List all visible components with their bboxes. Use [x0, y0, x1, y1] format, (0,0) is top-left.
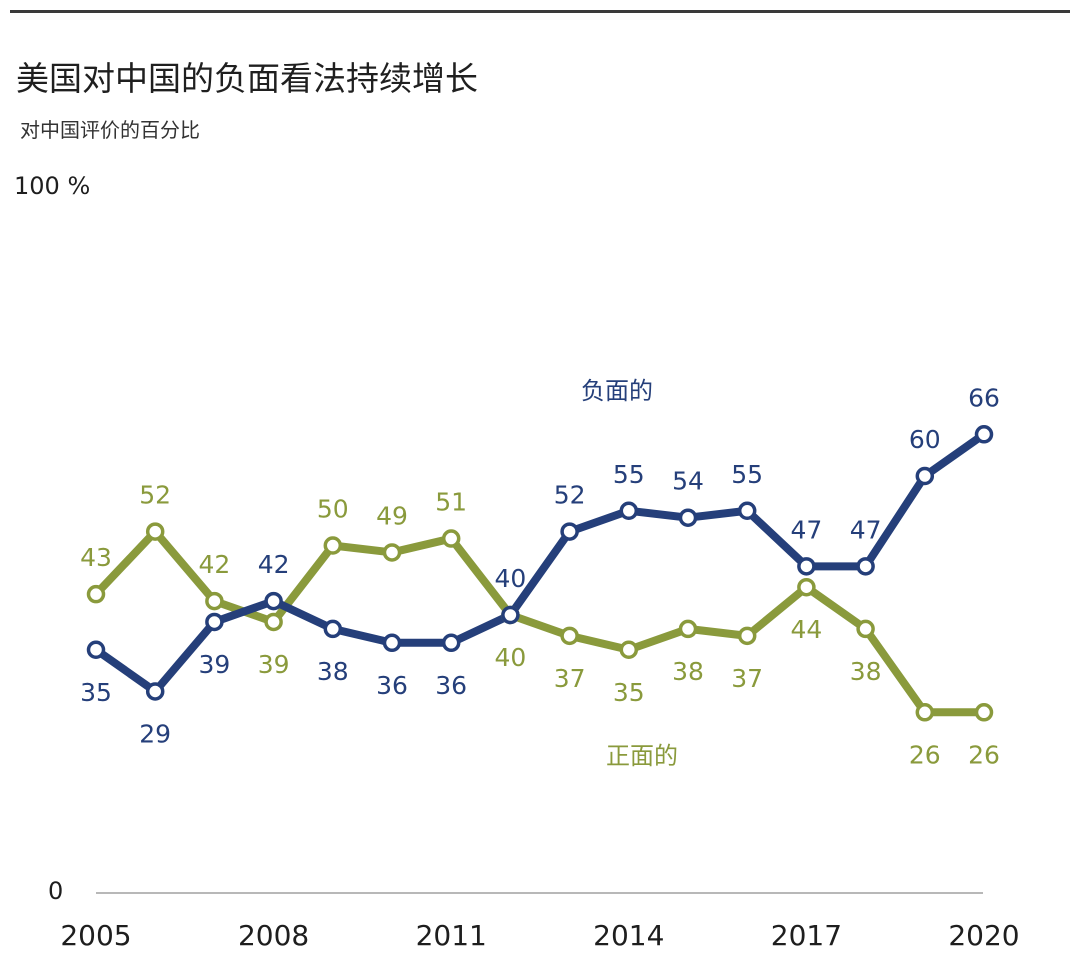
data-label-negative: 55 — [731, 460, 763, 489]
x-tick-label: 2014 — [593, 919, 664, 952]
data-point-positive — [797, 577, 816, 597]
data-label-positive: 26 — [909, 740, 941, 769]
data-label-negative: 36 — [435, 671, 467, 700]
chart-subtitle: 对中国评价的百分比 — [20, 118, 200, 142]
data-point-positive — [382, 543, 402, 562]
data-label-negative: 42 — [258, 550, 290, 579]
chart-title: 美国对中国的负面看法持续增长 — [16, 59, 478, 98]
data-point-positive — [264, 612, 283, 632]
series-label-negative: 负面的 — [581, 377, 653, 405]
data-point-negative — [86, 640, 106, 659]
data-point-negative — [323, 619, 343, 639]
data-label-positive: 37 — [731, 664, 763, 693]
data-point-negative — [619, 501, 639, 520]
data-label-positive: 37 — [554, 664, 586, 693]
data-label-positive: 50 — [317, 495, 349, 524]
data-label-positive: 51 — [435, 488, 467, 517]
data-point-negative — [264, 591, 283, 611]
data-label-negative: 60 — [909, 425, 941, 454]
data-point-positive — [619, 640, 639, 659]
data-point-positive — [856, 619, 875, 639]
data-point-positive — [560, 626, 579, 646]
data-point-negative — [145, 682, 165, 701]
data-label-positive: 43 — [80, 543, 112, 572]
data-label-negative: 54 — [672, 467, 704, 496]
x-tick-label: 2008 — [238, 919, 309, 952]
data-label-positive: 40 — [494, 643, 526, 672]
y-tick-label-100: 100 % — [14, 172, 90, 200]
y-tick-label-0: 0 — [48, 877, 63, 905]
data-point-negative — [205, 612, 224, 632]
data-label-negative: 29 — [139, 719, 171, 748]
data-label-positive: 39 — [258, 650, 290, 679]
data-label-positive: 49 — [376, 501, 408, 530]
data-point-positive — [678, 619, 698, 639]
data-point-positive — [441, 529, 461, 548]
data-point-positive — [323, 536, 343, 555]
x-tick-label: 2005 — [60, 919, 131, 952]
data-point-negative — [915, 466, 935, 486]
top-rule — [10, 10, 1070, 13]
data-point-positive — [145, 522, 165, 541]
data-label-positive: 44 — [790, 615, 822, 644]
data-label-negative: 36 — [376, 671, 408, 700]
series-label-positive: 正面的 — [606, 742, 678, 770]
data-point-positive — [974, 703, 994, 722]
series-line-negative — [92, 430, 988, 696]
data-point-negative — [560, 522, 579, 541]
data-point-positive — [737, 626, 757, 646]
x-tick-label: 2011 — [416, 919, 487, 952]
data-label-negative: 39 — [198, 650, 230, 679]
data-label-negative: 55 — [613, 460, 645, 489]
data-point-negative — [974, 425, 994, 444]
data-point-negative — [678, 508, 698, 527]
data-point-positive — [915, 703, 935, 722]
x-tick-label: 2020 — [948, 919, 1019, 952]
data-label-negative: 35 — [80, 678, 112, 707]
data-label-negative: 47 — [850, 515, 882, 544]
data-point-negative — [737, 501, 757, 520]
data-point-negative — [797, 557, 816, 576]
x-tick-label: 2017 — [771, 919, 842, 952]
data-label-negative: 47 — [790, 515, 822, 544]
data-label-positive: 52 — [139, 481, 171, 510]
data-label-positive: 35 — [613, 678, 645, 707]
data-label-positive: 38 — [850, 657, 882, 686]
data-label-negative: 52 — [554, 481, 586, 510]
data-label-positive: 42 — [198, 550, 230, 579]
data-point-negative — [501, 605, 520, 625]
data-label-positive: 38 — [672, 657, 704, 686]
data-point-negative — [441, 633, 461, 653]
data-point-negative — [856, 557, 875, 576]
data-label-negative: 66 — [968, 383, 1000, 412]
data-label-negative: 40 — [494, 564, 526, 593]
data-label-positive: 26 — [968, 740, 1000, 769]
data-label-negative: 38 — [317, 657, 349, 686]
data-point-positive — [86, 584, 106, 604]
data-point-negative — [382, 633, 402, 653]
data-point-positive — [205, 591, 224, 611]
